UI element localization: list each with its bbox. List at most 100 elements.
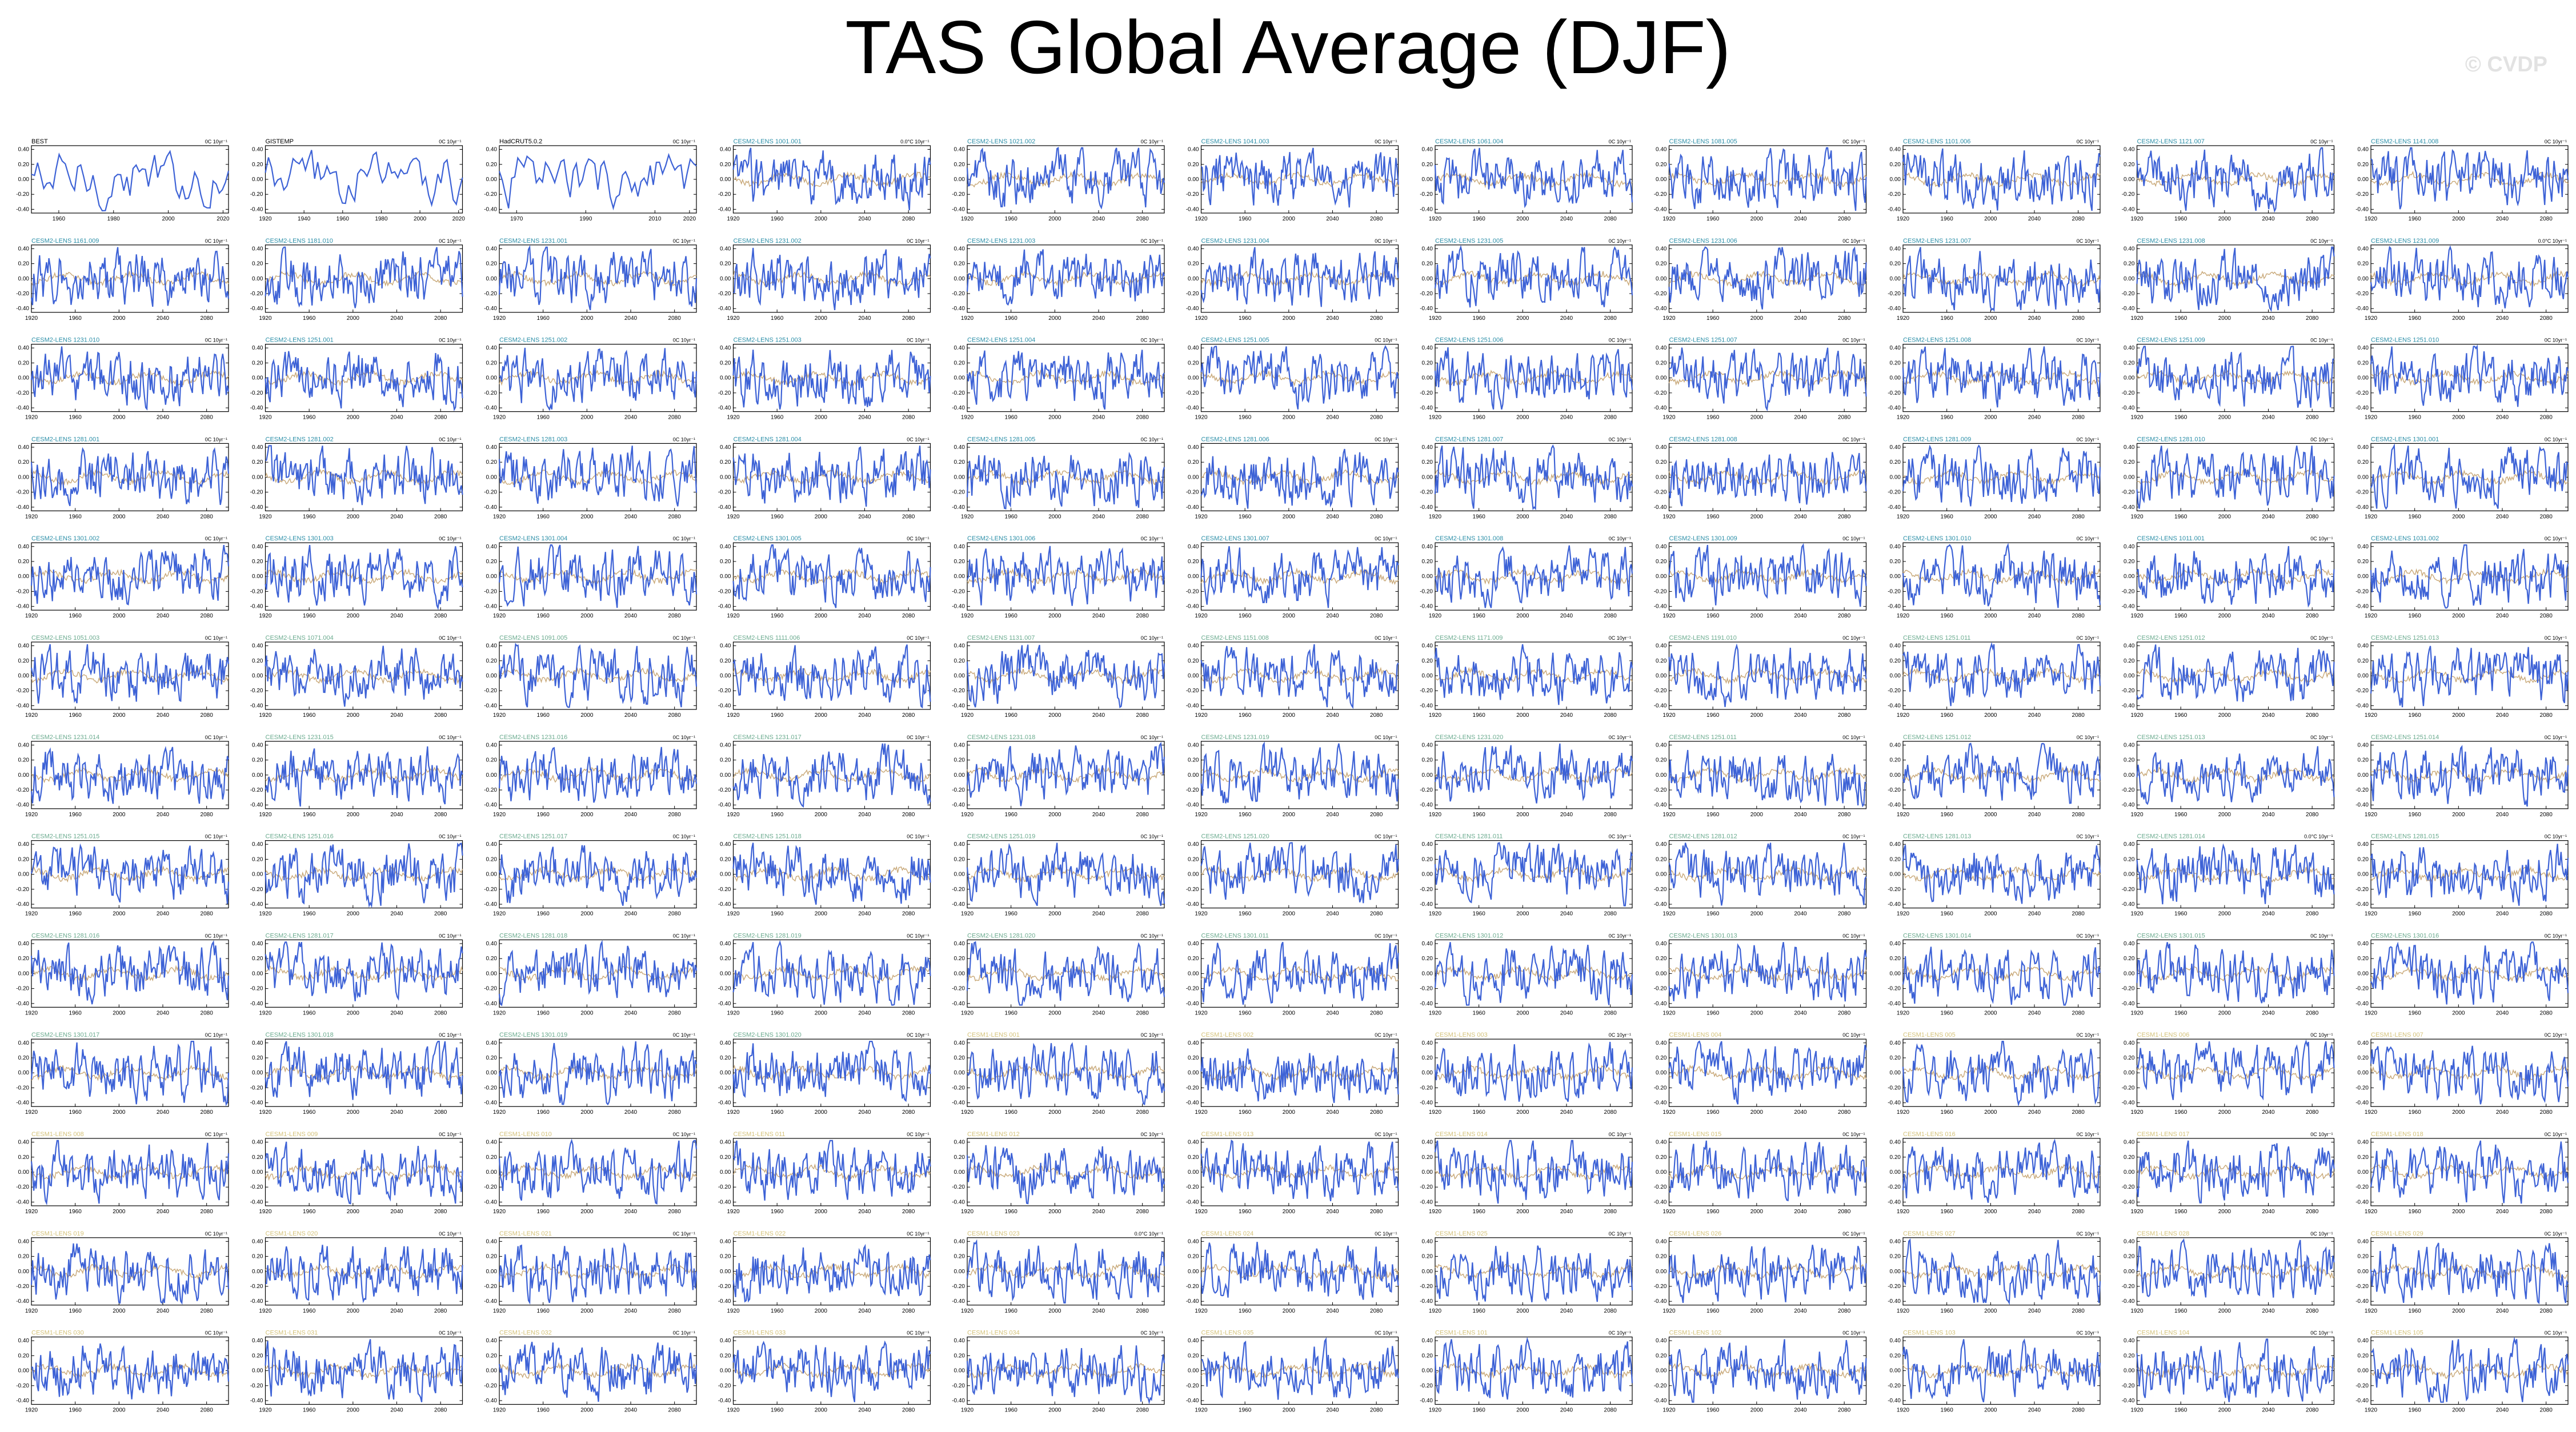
y-tick-label: -0.20	[1654, 1184, 1667, 1190]
y-tick-label: -0.20	[1186, 1085, 1199, 1091]
y-tick-label: -0.40	[1420, 1298, 1433, 1305]
panel-title: CESM2-LENS 1121.007	[2137, 138, 2205, 145]
y-tick-label: -0.40	[484, 1398, 497, 1404]
x-tick-label: 1960	[1473, 911, 1486, 917]
panel: CESM1-LENS 029 0C 10yr⁻¹0.400.200.00-0.20…	[2355, 1230, 2569, 1314]
y-tick-label: -0.40	[718, 1398, 731, 1404]
y-tick-label: 0.40	[1422, 1140, 1433, 1146]
panel: CESM2-LENS 1301.008 0C 10yr⁻¹0.400.200.00…	[1420, 535, 1633, 619]
x-tick-label: 2080	[1370, 1109, 1383, 1116]
panel-title: CESM2-LENS 1301.005	[734, 535, 802, 542]
x-tick-label: 2000	[1048, 911, 1061, 917]
panel: CESM1-LENS 034 0C 10yr⁻¹0.400.200.00-0.20…	[952, 1330, 1165, 1414]
x-tick-label: 2040	[1560, 712, 1573, 719]
y-tick-label: -0.40	[718, 1199, 731, 1205]
x-tick-label: 1960	[1706, 1010, 1720, 1016]
y-tick-label: 0.40	[252, 1040, 263, 1046]
y-tick-label: 0.40	[1890, 147, 1901, 153]
x-tick-label: 2080	[1604, 812, 1617, 818]
panel: CESM2-LENS 1231.017 0C 10yr⁻¹0.400.200.00…	[718, 734, 931, 818]
y-tick-label: 0.40	[1422, 345, 1433, 351]
x-tick-label: 2040	[624, 1308, 638, 1314]
x-tick-label: 2080	[2540, 812, 2553, 818]
series-line	[1200, 344, 1399, 410]
y-tick-label: 0.00	[954, 573, 966, 580]
y-tick-label: 0.20	[1422, 856, 1433, 863]
x-tick-label: 2080	[201, 1407, 214, 1414]
x-tick-label: 2000	[1984, 1308, 1997, 1314]
y-tick-label: -0.20	[484, 1383, 497, 1389]
x-tick-label: 1960	[1473, 315, 1486, 322]
panel-unit: 0C 10yr⁻¹	[907, 238, 929, 244]
y-tick-label: 0.20	[252, 360, 263, 366]
ensemble-mean-line	[1435, 568, 1633, 585]
y-tick-label: -0.40	[1186, 206, 1199, 212]
y-tick-label: -0.40	[484, 206, 497, 212]
y-tick-label: 0.00	[1890, 772, 1901, 779]
ensemble-mean-line	[2370, 865, 2569, 883]
x-tick-label: 2000	[1984, 812, 1997, 818]
x-tick-label: 2000	[2218, 712, 2232, 719]
y-tick-label: 0.20	[18, 956, 30, 962]
panel-title: CESM2-LENS 1281.014	[2137, 833, 2205, 840]
x-tick-label: 2040	[157, 1109, 170, 1116]
x-tick-label: 1960	[537, 911, 550, 917]
y-tick-label: 0.40	[486, 1238, 498, 1245]
y-tick-label: 0.40	[1422, 544, 1433, 550]
panel: CESM2-LENS 1301.013 0C 10yr⁻¹0.400.200.00…	[1654, 932, 1867, 1016]
x-tick-label: 1920	[1897, 1407, 1910, 1414]
y-tick-label: -0.40	[1186, 1199, 1199, 1205]
ensemble-mean-line	[31, 469, 229, 486]
y-tick-label: 0.40	[954, 345, 966, 351]
x-tick-label: 2000	[1984, 1109, 1997, 1116]
x-tick-label: 2080	[434, 911, 447, 917]
panel-unit: 0C 10yr⁻¹	[673, 536, 695, 541]
y-tick-label: -0.20	[16, 1085, 29, 1091]
x-tick-label: 1960	[69, 1109, 82, 1116]
y-tick-label: -0.40	[16, 901, 29, 908]
y-tick-label: -0.20	[1888, 787, 1901, 793]
panel-title: CESM2-LENS 1251.009	[2137, 337, 2205, 344]
y-tick-label: 0.40	[2358, 941, 2369, 947]
y-tick-label: 0.00	[252, 1269, 263, 1275]
y-tick-label: 0.40	[252, 246, 263, 252]
y-tick-label: 0.20	[252, 1154, 263, 1161]
panel-title: CESM2-LENS 1301.010	[1903, 535, 1971, 542]
x-tick-label: 2000	[347, 415, 360, 421]
x-tick-label: 1920	[1195, 812, 1208, 818]
x-tick-label: 2080	[2306, 216, 2319, 222]
x-tick-label: 2040	[858, 812, 871, 818]
y-tick-label: -0.20	[1654, 986, 1667, 992]
y-tick-label: 0.20	[1890, 658, 1901, 664]
x-tick-label: 2000	[1048, 1407, 1061, 1414]
y-tick-label: -0.20	[16, 588, 29, 595]
x-tick-label: 2080	[668, 1010, 682, 1016]
panel-title: CESM2-LENS 1281.008	[1669, 436, 1737, 443]
panel: CESM1-LENS 016 0C 10yr⁻¹0.400.200.00-0.20…	[1888, 1131, 2101, 1215]
y-tick-label: 0.20	[2124, 1254, 2135, 1260]
panel-title: CESM2-LENS 1081.005	[1669, 138, 1737, 145]
panel-title: CESM2-LENS 1281.005	[967, 436, 1035, 443]
y-tick-label: 0.00	[252, 276, 263, 282]
x-tick-label: 2080	[1604, 1308, 1617, 1314]
x-tick-label: 2080	[1136, 613, 1149, 619]
x-tick-label: 2040	[2262, 415, 2275, 421]
panel: CESM2-LENS 1231.019 0C 10yr⁻¹0.400.200.00…	[1186, 734, 1399, 818]
x-tick-label: 1920	[2365, 613, 2378, 619]
y-tick-label: -0.40	[1888, 306, 1901, 312]
panel-title: CESM2-LENS 1281.018	[499, 932, 567, 939]
y-tick-label: 0.20	[1890, 1254, 1901, 1260]
panel-title: CESM2-LENS 1301.019	[499, 1032, 567, 1038]
x-tick-label: 2080	[902, 1109, 915, 1116]
panel: CESM2-LENS 1281.003 0C 10yr⁻¹0.400.200.00…	[484, 436, 698, 520]
y-tick-label: -0.40	[1420, 901, 1433, 908]
y-tick-label: -0.20	[250, 1085, 263, 1091]
panel-title: CESM2-LENS 1301.014	[1903, 932, 1971, 939]
panel-title: CESM1-LENS 018	[2371, 1131, 2423, 1138]
x-tick-label: 1960	[303, 1010, 316, 1016]
y-tick-label: -0.20	[484, 1283, 497, 1290]
x-tick-label: 2040	[624, 415, 638, 421]
y-tick-label: -0.40	[484, 703, 497, 709]
y-tick-label: 0.20	[252, 559, 263, 565]
